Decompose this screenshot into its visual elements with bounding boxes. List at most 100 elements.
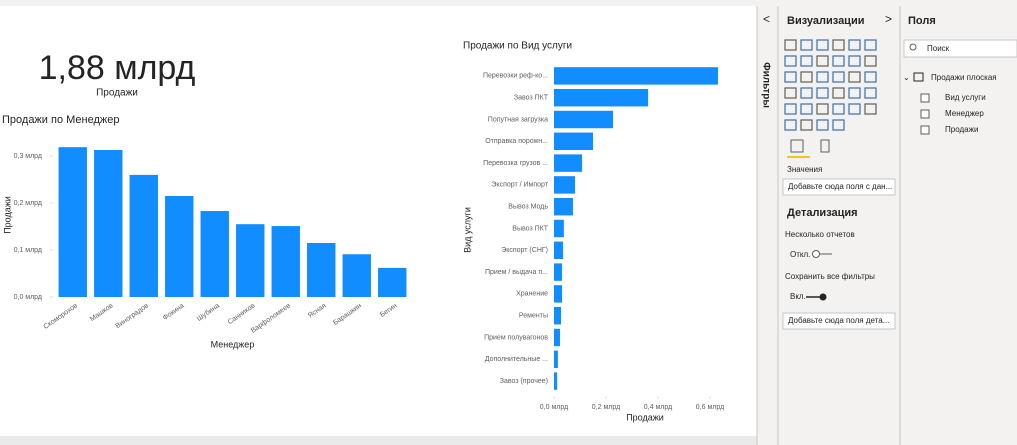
viz-icon[interactable]	[784, 103, 797, 115]
viz-icon[interactable]	[848, 87, 861, 99]
viz-icon[interactable]	[816, 87, 829, 99]
search-icon	[909, 43, 917, 51]
x-tick-label: Шубина	[195, 302, 221, 323]
viz-icon[interactable]	[784, 39, 797, 51]
drill-well[interactable]	[782, 312, 896, 330]
viz-icon[interactable]	[832, 119, 845, 131]
keep-filters: Сохранить все фильтры	[785, 272, 875, 281]
field-name[interactable]: Продажи	[945, 125, 978, 134]
viz-icon[interactable]	[800, 55, 813, 67]
y-tick-label: 0,0 млрд	[14, 294, 42, 301]
viz-icon[interactable]	[832, 39, 845, 51]
viz-icon[interactable]	[864, 87, 877, 99]
field-checkbox[interactable]	[920, 93, 930, 103]
viz-icon[interactable]	[848, 103, 861, 115]
viz-icon[interactable]	[848, 39, 861, 51]
y-tick-label: Завоз (прочее)	[500, 378, 548, 385]
search-box[interactable]	[903, 39, 1017, 58]
viz-icon[interactable]	[800, 87, 813, 99]
drill-title: Детализация	[787, 207, 858, 219]
values-well-text: Добавьте сюда поля с дан...	[788, 182, 892, 191]
y-tick-label: Завоз ПКТ	[514, 95, 549, 102]
viz-icon[interactable]	[848, 55, 861, 67]
viz-icon[interactable]	[864, 39, 877, 51]
drill-well-text: Добавьте сюда поля дета...	[788, 316, 889, 325]
viz-icon[interactable]	[800, 119, 813, 131]
y-tick-label: Дополнительные ...	[485, 356, 548, 363]
field-name[interactable]: Менеджер	[945, 109, 984, 118]
viz-icon[interactable]	[784, 71, 797, 83]
viz-icon[interactable]	[864, 71, 877, 83]
viz-icon[interactable]	[848, 71, 861, 83]
chart-title: Продажи по Менеджер	[2, 114, 120, 126]
expand-arrow[interactable]: >	[885, 12, 892, 26]
cross-report: Несколько отчетов	[785, 230, 855, 239]
viz-icon[interactable]	[832, 71, 845, 83]
viz-icon[interactable]	[832, 87, 845, 99]
viz-icon[interactable]	[800, 39, 813, 51]
bar	[58, 147, 87, 297]
bar	[554, 372, 558, 390]
x-tick-label: Бегин	[379, 302, 399, 319]
fields-tab-icon[interactable]	[790, 139, 804, 153]
viz-icon[interactable]	[784, 55, 797, 67]
field-checkbox[interactable]	[920, 125, 930, 135]
field-list: Вид услуги Менеджер Продажи	[920, 93, 986, 135]
field-name[interactable]: Вид услуги	[945, 93, 986, 102]
y-axis-title: Продажи	[2, 196, 12, 234]
y-tick-label: 0,2 млрд	[14, 200, 42, 207]
viz-icon[interactable]	[816, 39, 829, 51]
bar	[129, 174, 158, 297]
bar	[554, 88, 649, 107]
bar	[200, 211, 229, 297]
viz-icon[interactable]	[800, 103, 813, 115]
viz-icon[interactable]	[832, 103, 845, 115]
bar	[165, 196, 194, 297]
bar	[554, 176, 576, 194]
format-tab-icon[interactable]	[820, 139, 830, 153]
bar	[554, 132, 593, 151]
x-tick-label: Виноградов	[115, 302, 151, 330]
collapse-arrow[interactable]: <	[763, 12, 770, 26]
viz-icon[interactable]	[784, 87, 797, 99]
bar	[554, 306, 562, 325]
card-value: 1,88 млрд	[39, 49, 196, 87]
expand-caret[interactable]: ⌄	[903, 73, 910, 82]
viz-icon[interactable]	[816, 55, 829, 67]
viz-icon[interactable]	[816, 103, 829, 115]
bar	[554, 67, 719, 85]
viz-icon[interactable]	[800, 71, 813, 83]
viz-icon[interactable]	[816, 119, 829, 131]
field-checkbox[interactable]	[920, 109, 930, 119]
viz-icon[interactable]	[784, 119, 797, 131]
viz-icon[interactable]	[864, 103, 877, 115]
y-tick-label: Перевозка грузов ...	[483, 160, 548, 167]
viz-icon[interactable]	[864, 55, 877, 67]
bar	[554, 154, 583, 172]
table-name[interactable]: Продажи плоская	[931, 73, 997, 82]
y-tick-label: 0,1 млрд	[14, 247, 42, 254]
bar	[307, 242, 336, 297]
x-tick-label: Ясная	[307, 302, 328, 319]
x-tick-label: Барашкин	[332, 302, 363, 327]
bar	[554, 241, 564, 260]
bar	[236, 224, 265, 297]
x-axis-title: Продажи	[626, 412, 664, 422]
x-tick-label: Скоморохов	[43, 302, 80, 331]
viz-icon[interactable]	[816, 71, 829, 83]
y-tick-label: Хранение	[516, 291, 548, 298]
bar	[554, 350, 558, 369]
bar	[554, 285, 563, 303]
toggle-knob	[819, 293, 827, 301]
ribbon-strip	[0, 0, 1017, 6]
viz-icon[interactable]	[832, 55, 845, 67]
y-axis-title: Вид услуги	[462, 207, 472, 253]
bar	[554, 263, 563, 281]
bar	[271, 226, 300, 297]
filters-tab[interactable]: Фильтры	[760, 62, 771, 108]
values-well[interactable]	[782, 178, 896, 196]
y-tick-label: Попутная загрузка	[488, 116, 548, 123]
bar	[554, 197, 573, 216]
